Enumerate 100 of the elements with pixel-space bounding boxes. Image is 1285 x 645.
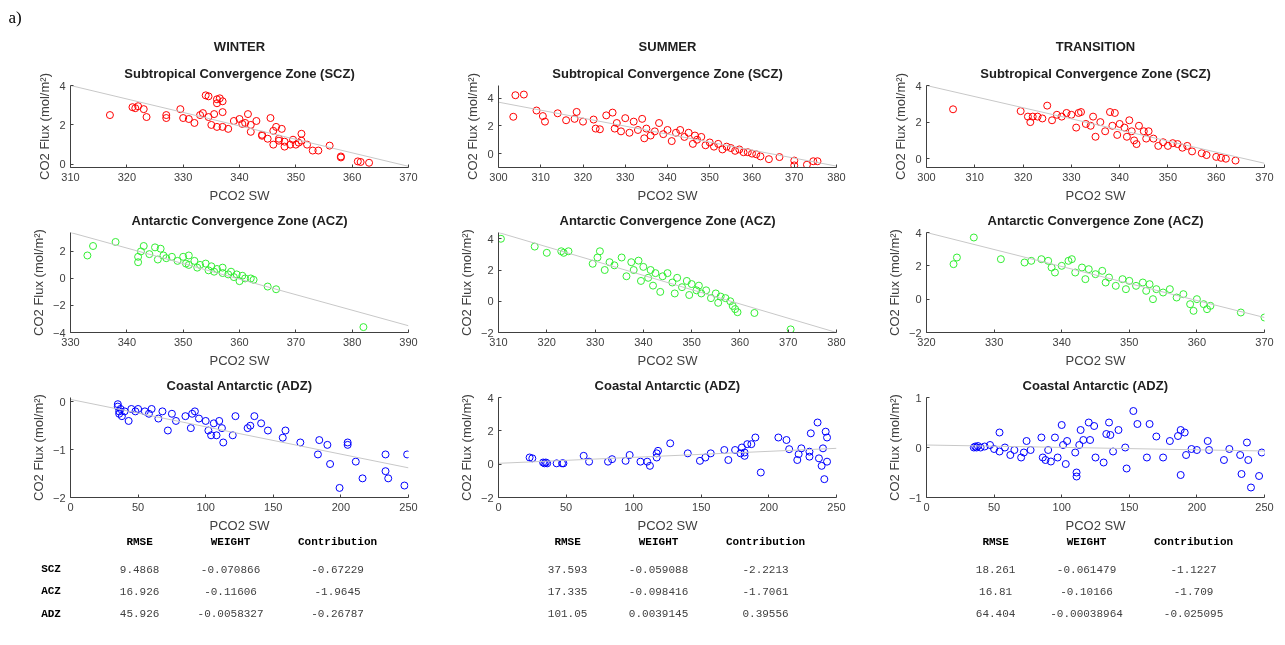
point [1028,112,1037,121]
x-tick-label: 370 [399,170,418,183]
x-axis-title: PCO2 SW [637,187,699,203]
point [1159,288,1168,297]
point [525,453,534,462]
y-tick-label: 4 [915,79,922,92]
point [1188,147,1197,156]
point [1101,278,1110,287]
point [1027,256,1036,265]
y-tick-label: 2 [487,424,494,437]
x-axis-title: PCO2 SW [209,187,271,203]
category-label: Contribution [725,536,806,549]
point [1111,281,1120,290]
x-tick-label: 360 [342,170,362,183]
point [351,457,360,466]
point [593,253,602,262]
point [721,294,730,303]
x-tick-label: 350 [682,335,701,348]
point [604,457,613,466]
point [1122,132,1131,141]
x-tick-label: 310 [531,170,550,183]
text: 0.0039145 [628,608,689,621]
y-tick-label: −2 [480,491,494,504]
x-tick-label: 330 [585,335,605,348]
point [1142,134,1151,143]
point [1064,256,1073,265]
x-tick-label: 100 [624,500,643,513]
point [1130,136,1139,145]
point [1163,141,1172,150]
point [1023,112,1032,121]
x-tick-label: 0 [495,500,502,513]
point [1081,119,1090,128]
point [740,448,749,457]
text: 18.261 [975,563,1016,576]
point [1134,121,1143,130]
chart-title: WINTER [213,38,266,54]
y-tick-label: 2 [487,119,494,132]
x-tick-label: 200 [759,500,779,513]
point [241,274,250,283]
point [585,457,594,466]
point [1183,141,1192,150]
point [215,416,224,425]
point [1057,261,1066,270]
point [1074,108,1083,117]
text: a) [8,7,22,27]
x-tick-label: 390 [399,335,418,348]
point [1050,268,1059,277]
point [231,412,240,421]
point [201,416,210,425]
x-tick-label: 200 [1187,500,1207,513]
point [652,449,661,458]
point [1091,270,1100,279]
point [154,414,163,423]
point [644,273,653,282]
point [706,294,715,303]
point [1047,263,1056,272]
x-tick-label: 370 [785,170,804,183]
text: -0.059088 [628,563,689,576]
category-label: RMSE [554,536,582,549]
point [134,404,143,413]
category-label: RMSE [982,536,1010,549]
x-tick-label: 360 [230,335,249,348]
y-tick-label: −2 [52,491,66,504]
text: -0.26787 [311,608,364,621]
point [692,286,701,295]
point [1091,132,1100,141]
x-tick-label: 310 [61,170,80,183]
y-tick-label: 0 [915,293,922,306]
category-label: RMSE [126,536,154,549]
x-tick-label: 340 [117,335,137,348]
point [608,455,617,464]
point [1199,300,1208,309]
point [1168,139,1177,148]
x-tick-label: 380 [827,335,846,348]
point [528,454,537,463]
point [315,436,324,445]
x-tick-label: 100 [1052,500,1071,513]
point [1089,112,1098,121]
point [263,282,272,291]
y-tick-label: 0 [59,158,66,171]
point [652,453,661,462]
y-tick-label: 0 [915,441,922,454]
point [1154,141,1163,150]
y-axis-title: CO2 Flux (mol/m²) [465,73,481,180]
x-tick-label: 350 [286,170,306,183]
point [714,298,723,307]
point [218,263,227,272]
point [1048,116,1057,125]
point [1067,255,1076,264]
point [209,419,218,428]
chart-title: Antarctic Convergence Zone (ACZ) [987,212,1204,228]
point [949,260,958,269]
text: -1.709 [1173,585,1214,598]
x-axis-title: PCO2 SW [1065,352,1127,368]
point [162,254,171,263]
point [670,289,679,298]
y-tick-label: 4 [487,92,494,105]
point [313,450,322,459]
x-tick-label: 320 [537,335,556,348]
point [805,447,814,456]
